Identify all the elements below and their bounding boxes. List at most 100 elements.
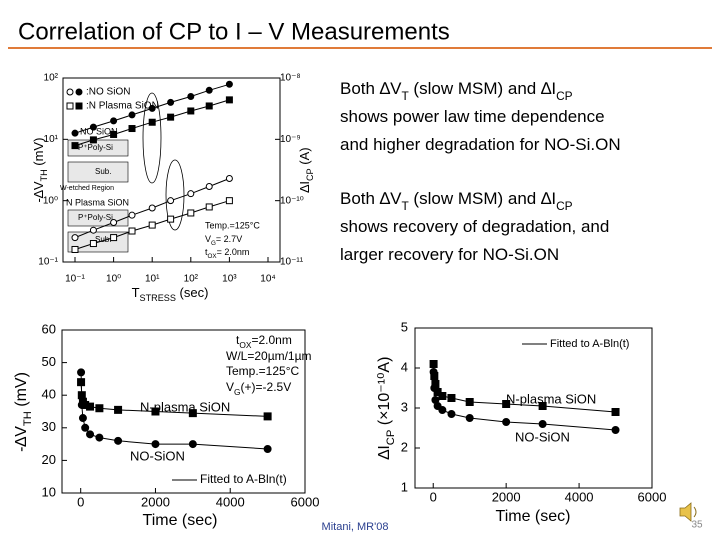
data-point xyxy=(95,404,104,413)
y-tick-label: 60 xyxy=(42,321,56,336)
bullet-line: shows power law time dependence xyxy=(340,107,605,126)
text-segment: (mV) xyxy=(13,372,30,411)
text-segment: ∆I xyxy=(376,445,393,459)
y2-tick-label: 10⁻⁸ xyxy=(280,73,301,84)
x-tick-label: 6000 xyxy=(638,489,667,504)
data-point xyxy=(447,410,456,418)
data-point xyxy=(89,240,97,248)
y-tick-label: 1 xyxy=(401,479,408,494)
data-point xyxy=(78,414,87,423)
text-segment: CP xyxy=(385,430,397,446)
y-tick-label: 3 xyxy=(401,399,408,414)
y2-tick-label: 10⁻⁹ xyxy=(280,134,301,145)
annotation: Temp.=125°C xyxy=(205,220,260,230)
data-point xyxy=(225,174,233,182)
text-segment: (A) xyxy=(297,147,312,168)
data-point xyxy=(110,219,118,227)
data-point xyxy=(81,423,90,432)
data-point xyxy=(447,394,456,402)
y2-tick-label: 10⁻¹¹ xyxy=(280,257,304,268)
inset-box xyxy=(67,139,129,157)
data-point xyxy=(263,444,272,453)
text-segment: STRESS xyxy=(140,293,176,303)
data-point xyxy=(77,368,86,377)
data-point xyxy=(167,215,175,223)
x-axis-label: Time (sec) xyxy=(496,508,571,525)
data-point xyxy=(430,384,439,392)
legend-symbol xyxy=(66,102,74,110)
data-point xyxy=(148,104,156,112)
data-point xyxy=(188,440,197,449)
data-point xyxy=(110,234,118,242)
data-point xyxy=(128,125,136,133)
y-axis-label: ∆ICP (×10⁻¹⁰A) xyxy=(376,357,397,460)
text-segment: T xyxy=(132,285,140,300)
text-segment: -∆V xyxy=(31,181,46,202)
data-point xyxy=(429,368,438,376)
text-segment: CP xyxy=(556,89,573,103)
data-point xyxy=(89,226,97,234)
y-axis-label: -∆VTH (mV) xyxy=(13,372,34,452)
data-point xyxy=(89,123,97,131)
annotation: P⁺Poly-Si xyxy=(78,213,113,222)
series-label: N-plasma SiON xyxy=(506,391,596,406)
text-segment: ∆I xyxy=(297,181,312,193)
x-tick-label: 4000 xyxy=(216,494,245,509)
bullet-line: Both ∆VT (slow MSM) and ∆ICP xyxy=(340,189,573,213)
data-point xyxy=(205,102,213,110)
bullet-line: and higher degradation for NO-Si.ON xyxy=(340,135,621,154)
x-tick-label: 0 xyxy=(430,489,437,504)
data-point xyxy=(167,98,175,106)
data-point xyxy=(502,400,511,408)
data-point xyxy=(538,420,547,428)
data-point xyxy=(151,407,160,416)
annotation: Fitted to A-Bln(t) xyxy=(200,472,287,486)
y-tick-label: 50 xyxy=(42,354,56,369)
data-point xyxy=(611,408,620,416)
data-point xyxy=(438,392,447,400)
y2-tick-label: 10⁻¹⁰ xyxy=(280,195,304,206)
data-point xyxy=(465,414,474,422)
data-point xyxy=(77,400,86,409)
data-point xyxy=(263,412,272,421)
text-segment: V xyxy=(226,380,234,394)
series-line xyxy=(433,371,616,431)
data-point xyxy=(148,221,156,229)
data-point xyxy=(187,190,195,198)
text-segment: shows power law time dependence xyxy=(340,107,605,126)
text-segment: Both ∆V xyxy=(340,79,402,98)
text-segment: T xyxy=(401,89,408,103)
sound-icon[interactable] xyxy=(679,502,697,522)
x-tick-label: 2000 xyxy=(492,489,521,504)
inset-box xyxy=(67,161,129,183)
data-point xyxy=(86,402,95,411)
data-point xyxy=(429,360,438,368)
data-point xyxy=(128,111,136,119)
series-line xyxy=(80,372,268,450)
annotation: P⁺Poly-Si xyxy=(78,143,113,152)
data-point xyxy=(128,211,136,219)
data-point xyxy=(114,405,123,414)
text-segment: G xyxy=(234,387,241,397)
highlight-ellipse xyxy=(165,159,185,231)
data-point xyxy=(71,234,79,242)
data-point xyxy=(71,129,79,137)
y-tick-label: 10² xyxy=(44,73,59,84)
data-point xyxy=(438,406,447,414)
y-tick-label: 10⁻¹ xyxy=(38,257,58,268)
x-tick-label: 10⁴ xyxy=(260,274,275,285)
data-point xyxy=(187,92,195,100)
plot-frame xyxy=(62,77,281,263)
data-point xyxy=(611,426,620,434)
text-segment: shows recovery of degradation, and xyxy=(340,217,609,236)
text-segment: and higher degradation for NO-Si.ON xyxy=(340,135,621,154)
y-tick-label: 10⁰ xyxy=(43,195,58,206)
bullet-line: shows recovery of degradation, and xyxy=(340,217,609,236)
series-label: NO-SiON xyxy=(130,448,185,463)
text-segment: T xyxy=(401,199,408,213)
text-segment: CP xyxy=(305,168,315,181)
data-point xyxy=(148,118,156,126)
annotation: Sub. xyxy=(95,167,111,176)
text-segment: t xyxy=(205,247,208,257)
